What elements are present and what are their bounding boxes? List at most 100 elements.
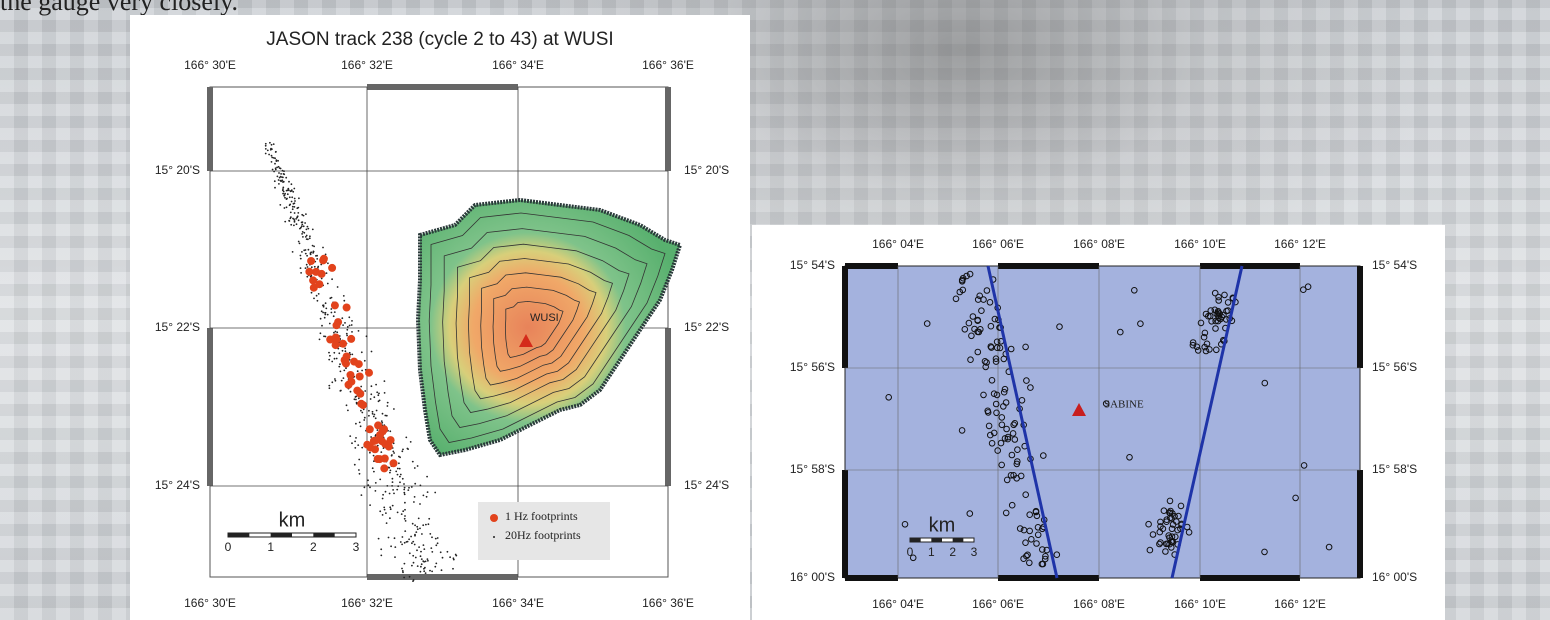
footprint-1hz — [367, 444, 375, 452]
lon-label: 166° 04'E — [872, 237, 924, 251]
footprint-20hz — [358, 469, 360, 471]
scale-segment — [228, 533, 249, 537]
footprint-20hz — [391, 455, 393, 457]
scale-segment — [271, 533, 292, 537]
footprint-20hz — [389, 517, 391, 519]
footprint-20hz — [323, 335, 325, 337]
footprint-20hz — [278, 172, 280, 174]
footprint-20hz — [414, 524, 416, 526]
footprint-1hz — [331, 301, 339, 309]
footprint-20hz — [388, 467, 390, 469]
footprint-20hz — [361, 412, 363, 414]
footprint-20hz — [408, 487, 410, 489]
footprint-20hz — [309, 235, 311, 237]
footprint-20hz — [278, 166, 280, 168]
footprint-20hz — [324, 317, 326, 319]
footprint-1hz — [385, 443, 393, 451]
footprint-20hz — [375, 482, 377, 484]
footprint-20hz — [420, 566, 422, 568]
footprint-20hz — [360, 425, 362, 427]
footprint-20hz — [413, 562, 415, 564]
footprint-20hz — [347, 326, 349, 328]
footprint-20hz — [329, 387, 331, 389]
footprint-20hz — [399, 481, 401, 483]
footprint-20hz — [286, 198, 288, 200]
footprint-20hz — [408, 538, 410, 540]
map-area — [845, 266, 1360, 578]
footprint-20hz — [325, 308, 327, 310]
footprint-20hz — [413, 501, 415, 503]
footprint-20hz — [402, 510, 404, 512]
footprint-20hz — [338, 366, 340, 368]
footprint-20hz — [285, 177, 287, 179]
site-label: WUSI — [530, 312, 559, 324]
footprint-20hz — [316, 258, 318, 260]
lat-label: 15° 20'S — [684, 163, 729, 177]
footprint-20hz — [418, 546, 420, 548]
footprint-20hz — [434, 566, 436, 568]
footprint-20hz — [369, 504, 371, 506]
footprint-20hz — [383, 507, 385, 509]
footprint-20hz — [424, 567, 426, 569]
footprint-20hz — [301, 225, 303, 227]
footprint-20hz — [301, 233, 303, 235]
footprint-20hz — [404, 530, 406, 532]
footprint-20hz — [374, 414, 376, 416]
lon-label: 166° 06'E — [972, 237, 1024, 251]
footprint-20hz — [358, 398, 360, 400]
footprint-20hz — [394, 546, 396, 548]
footprint-20hz — [340, 371, 342, 373]
footprint-20hz — [382, 514, 384, 516]
footprint-20hz — [346, 335, 348, 337]
footprint-20hz — [434, 492, 436, 494]
header-text: the gauge very closely. — [0, 0, 238, 16]
footprint-1hz — [332, 334, 340, 342]
footprint-20hz — [290, 190, 292, 192]
footprint-20hz — [393, 493, 395, 495]
footprint-20hz — [280, 173, 282, 175]
footprint-1hz — [374, 421, 382, 429]
footprint-20hz — [351, 320, 353, 322]
footprint-20hz — [391, 485, 393, 487]
footprint-20hz — [384, 509, 386, 511]
footprint-20hz — [404, 509, 406, 511]
footprint-20hz — [271, 161, 273, 163]
footprint-20hz — [372, 467, 374, 469]
footprint-20hz — [341, 317, 343, 319]
footprint-20hz — [421, 533, 423, 535]
footprint-20hz — [350, 391, 352, 393]
footprint-20hz — [291, 196, 293, 198]
footprint-20hz — [361, 370, 363, 372]
footprint-20hz — [398, 456, 400, 458]
legend-1hz-marker — [490, 514, 498, 522]
footprint-20hz — [267, 150, 269, 152]
footprint-20hz — [299, 243, 301, 245]
footprint-20hz — [265, 148, 267, 150]
footprint-20hz — [414, 496, 416, 498]
footprint-20hz — [321, 310, 323, 312]
footprint-20hz — [402, 570, 404, 572]
footprint-20hz — [414, 534, 416, 536]
footprint-20hz — [414, 467, 416, 469]
site-label: SABINE — [1104, 399, 1144, 411]
lon-label: 166° 34'E — [492, 58, 544, 72]
footprint-20hz — [354, 447, 356, 449]
footprint-20hz — [294, 198, 296, 200]
footprint-20hz — [378, 538, 380, 540]
footprint-20hz — [298, 197, 300, 199]
footprint-20hz — [283, 173, 285, 175]
footprint-20hz — [294, 206, 296, 208]
footprint-20hz — [400, 541, 402, 543]
footprint-20hz — [282, 193, 284, 195]
footprint-20hz — [412, 523, 414, 525]
footprint-20hz — [306, 264, 308, 266]
lat-label: 16° 00'S — [790, 570, 835, 584]
footprint-20hz — [274, 180, 276, 182]
footprint-20hz — [284, 207, 286, 209]
footprint-20hz — [393, 408, 395, 410]
footprint-20hz — [370, 398, 372, 400]
footprint-20hz — [404, 542, 406, 544]
lat-label: 15° 56'S — [1372, 360, 1417, 374]
footprint-20hz — [331, 361, 333, 363]
footprint-20hz — [401, 513, 403, 515]
